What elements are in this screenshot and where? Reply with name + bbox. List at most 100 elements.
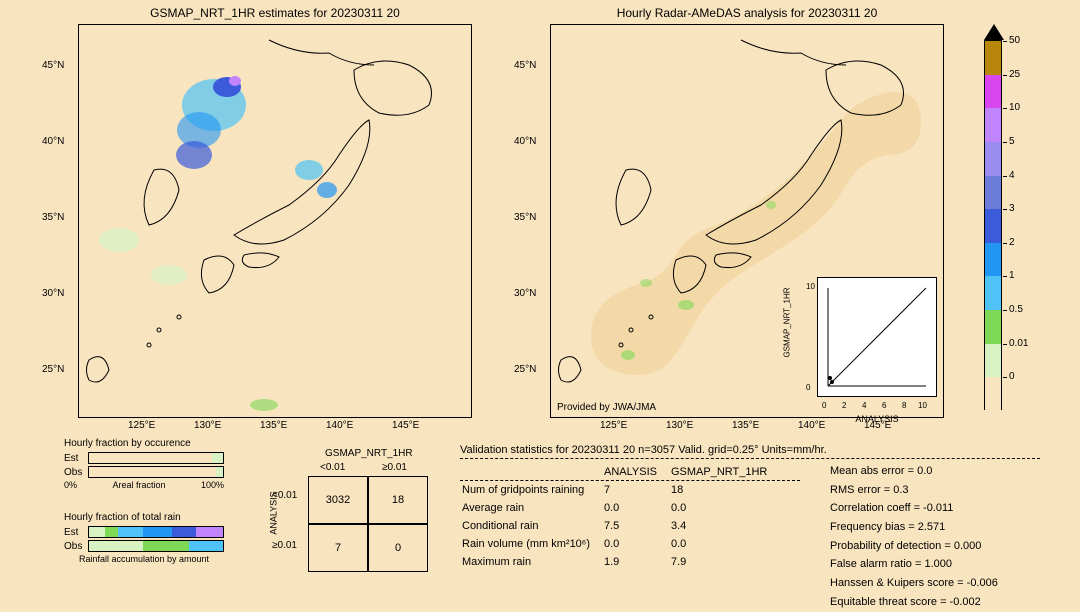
val-row-label-3: Rain volume (mm km²10⁶) <box>462 536 602 552</box>
tot-seg-0-1 <box>105 527 118 537</box>
validation-table: ANALYSIS GSMAP_NRT_1HR Num of gridpoints… <box>460 462 781 572</box>
left-xtick-3: 140°E <box>326 420 353 431</box>
colorbar-seg-0 <box>985 41 1001 75</box>
inset-xtick-0: 0 <box>822 401 826 410</box>
right-ytick-0: 25°N <box>514 364 536 375</box>
matrix-cell-11: 0 <box>368 524 428 572</box>
colorbar-seg-5 <box>985 209 1001 243</box>
val-row-a-3: 0.0 <box>604 536 669 552</box>
val-row-b-3: 0.0 <box>671 536 779 552</box>
colorbar-seg-7 <box>985 276 1001 310</box>
colorbar: 502510543210.50.010 <box>984 40 1002 410</box>
val-ch1: GSMAP_NRT_1HR <box>671 464 779 480</box>
matrix-cell-01: 18 <box>368 476 428 524</box>
inset-scatter: ANALYSIS GSMAP_NRT_1HR 0 2 4 6 8 10 0 10 <box>817 277 937 397</box>
val-ch0: ANALYSIS <box>604 464 669 480</box>
left-ytick-1: 40°N <box>42 136 64 147</box>
left-ytick-3: 30°N <box>42 288 64 299</box>
tot-seg-0-3 <box>143 527 172 537</box>
right-ytick-3: 40°N <box>514 136 536 147</box>
occurrence-title: Hourly fraction by occurence <box>64 438 191 449</box>
val-stat-6: Hanssen & Kuipers score = -0.006 <box>830 574 998 593</box>
right-xtick-3: 140°E <box>798 420 825 431</box>
tot-seg-1-1 <box>143 541 190 551</box>
right-xtick-1: 130°E <box>666 420 693 431</box>
total-rain-title: Hourly fraction of total rain <box>64 512 181 523</box>
val-stat-4: Probability of detection = 0.000 <box>830 537 998 556</box>
right-xtick-4: 145°E <box>864 420 891 431</box>
occ-seg-1-0 <box>89 467 216 477</box>
colorbar-label-0: 50 <box>1009 35 1020 46</box>
matrix-ch0: <0.01 <box>320 462 345 473</box>
left-map-svg <box>79 25 471 417</box>
colorbar-seg-2 <box>985 108 1001 142</box>
val-row-b-2: 3.4 <box>671 518 779 534</box>
right-xtick-2: 135°E <box>732 420 759 431</box>
right-map-panel: ANALYSIS GSMAP_NRT_1HR 0 2 4 6 8 10 0 10… <box>550 24 944 418</box>
left-map-title: GSMAP_NRT_1HR estimates for 20230311 20 <box>78 6 472 20</box>
colorbar-label-7: 1 <box>1009 270 1015 281</box>
occ-xmid: Areal fraction <box>112 480 165 490</box>
occ-row-label-1: Obs <box>64 467 88 478</box>
val-stat-5: False alarm ratio = 1.000 <box>830 555 998 574</box>
left-xtick-4: 145°E <box>392 420 419 431</box>
inset-xtick-1: 2 <box>842 401 846 410</box>
right-ytick-1: 30°N <box>514 288 536 299</box>
tot-seg-0-0 <box>89 527 105 537</box>
colorbar-label-1: 25 <box>1009 69 1020 80</box>
tot-seg-0-5 <box>196 527 223 537</box>
left-ytick-2: 35°N <box>42 212 64 223</box>
colorbar-label-4: 4 <box>1009 170 1015 181</box>
colorbar-seg-10 <box>985 377 1001 411</box>
inset-ylabel: GSMAP_NRT_1HR <box>783 278 792 368</box>
val-row-a-4: 1.9 <box>604 554 669 570</box>
left-ytick-4: 25°N <box>42 364 64 375</box>
colorbar-label-8: 0.5 <box>1009 304 1023 315</box>
total-rain-subtitle: Rainfall accumulation by amount <box>64 554 224 564</box>
left-xtick-0: 125°E <box>128 420 155 431</box>
tot-row-label-1: Obs <box>64 541 88 552</box>
inset-xtick-2: 4 <box>862 401 866 410</box>
inset-ytick-5: 10 <box>806 282 815 291</box>
occurrence-chart: EstObs 0% Areal fraction 100% <box>64 452 224 490</box>
validation-stats: Mean abs error = 0.0RMS error = 0.3Corre… <box>830 462 998 612</box>
right-xtick-0: 125°E <box>600 420 627 431</box>
occ-x0: 0% <box>64 480 77 490</box>
val-row-a-2: 7.5 <box>604 518 669 534</box>
matrix-rh1: ≥0.01 <box>272 540 297 551</box>
val-stat-2: Correlation coeff = -0.011 <box>830 499 998 518</box>
matrix-rh0: <0.01 <box>272 490 297 501</box>
right-map-title: Hourly Radar-AMeDAS analysis for 2023031… <box>550 6 944 20</box>
provided-by: Provided by JWA/JMA <box>557 402 656 413</box>
val-row-a-0: 7 <box>604 482 669 498</box>
tot-seg-1-2 <box>189 541 223 551</box>
val-stat-7: Equitable threat score = -0.002 <box>830 593 998 612</box>
inset-xtick-4: 8 <box>902 401 906 410</box>
tot-row-label-0: Est <box>64 527 88 538</box>
left-ytick-0: 45°N <box>42 60 64 71</box>
tot-seg-0-2 <box>118 527 142 537</box>
contingency-matrix: GSMAP_NRT_1HR <0.01 ≥0.01 ANALYSIS <0.01… <box>270 448 440 578</box>
colorbar-label-5: 3 <box>1009 203 1015 214</box>
colorbar-seg-6 <box>985 243 1001 277</box>
val-row-b-0: 18 <box>671 482 779 498</box>
tot-seg-0-4 <box>172 527 196 537</box>
left-xtick-1: 130°E <box>194 420 221 431</box>
tot-seg-1-0 <box>89 541 143 551</box>
val-row-label-1: Average rain <box>462 500 602 516</box>
colorbar-seg-8 <box>985 310 1001 344</box>
right-ytick-2: 35°N <box>514 212 536 223</box>
colorbar-triangle-icon <box>984 24 1004 40</box>
colorbar-seg-9 <box>985 344 1001 378</box>
val-row-b-1: 0.0 <box>671 500 779 516</box>
validation-title: Validation statistics for 20230311 20 n=… <box>460 444 827 456</box>
right-ytick-4: 45°N <box>514 60 536 71</box>
colorbar-label-10: 0 <box>1009 371 1015 382</box>
val-row-label-4: Maximum rain <box>462 554 602 570</box>
occ-seg-1-1 <box>216 467 223 477</box>
colorbar-label-2: 10 <box>1009 102 1020 113</box>
matrix-cell-00: 3032 <box>308 476 368 524</box>
val-row-label-0: Num of gridpoints raining <box>462 482 602 498</box>
total-rain-chart: Est Obs Rainfall accumulation by amount <box>64 526 224 564</box>
val-row-b-4: 7.9 <box>671 554 779 570</box>
